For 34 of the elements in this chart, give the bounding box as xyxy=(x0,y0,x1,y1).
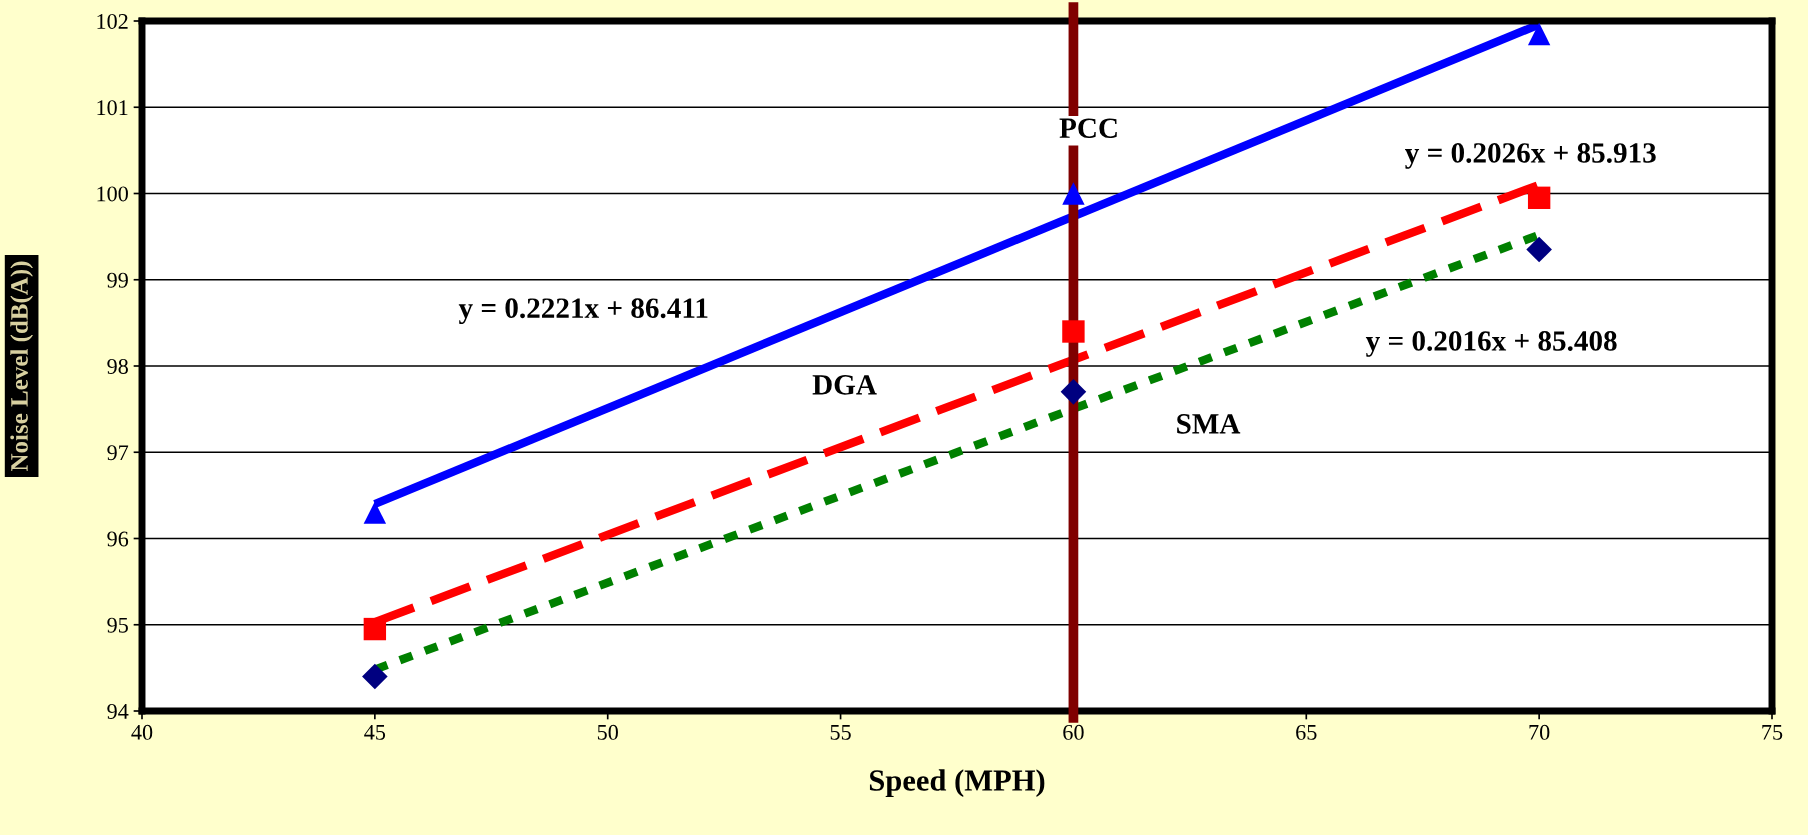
y-tick-label: 94 xyxy=(107,703,129,719)
x-tick-label: 65 xyxy=(1296,724,1317,740)
x-tick-label: 50 xyxy=(597,724,618,740)
point xyxy=(363,617,387,641)
point xyxy=(1527,186,1551,210)
annotation: y = 0.2221x + 86.411 xyxy=(458,298,708,325)
y-tick-label: 98 xyxy=(107,358,128,374)
x-tick-label: 40 xyxy=(131,724,153,740)
point xyxy=(1062,320,1085,343)
point xyxy=(1527,22,1551,46)
annotation: SMA xyxy=(1177,414,1241,434)
y-tick-label: 97 xyxy=(107,445,129,461)
y-tick-label: 100 xyxy=(97,186,128,202)
y-tick-label: 95 xyxy=(107,617,128,633)
x-tick-label: 45 xyxy=(364,724,386,740)
y-tick-label: 96 xyxy=(107,531,129,547)
y-tick-label: 101 xyxy=(97,100,128,116)
x-tick-label: 55 xyxy=(830,725,851,740)
x-axis-title: Speed (MPH) xyxy=(869,769,1045,798)
x-tick-label: 70 xyxy=(1529,724,1550,740)
point xyxy=(363,501,387,524)
annotation: DGA xyxy=(812,375,877,395)
annotation: y = 0.2026x + 85.913 xyxy=(1405,143,1656,169)
point xyxy=(1062,182,1085,205)
y-axis-title: Noise Level (dB(A)) xyxy=(10,261,33,472)
annotation: PCC xyxy=(1059,118,1117,139)
x-tick-label: 60 xyxy=(1063,724,1084,740)
point xyxy=(362,663,388,690)
y-tick-label: 102 xyxy=(97,13,128,29)
x-tick-label: 75 xyxy=(1762,725,1783,740)
annotation: y = 0.2016x + 85.408 xyxy=(1365,331,1617,357)
point xyxy=(1060,379,1087,405)
point xyxy=(1526,236,1552,263)
y-tick-label: 99 xyxy=(107,272,128,288)
